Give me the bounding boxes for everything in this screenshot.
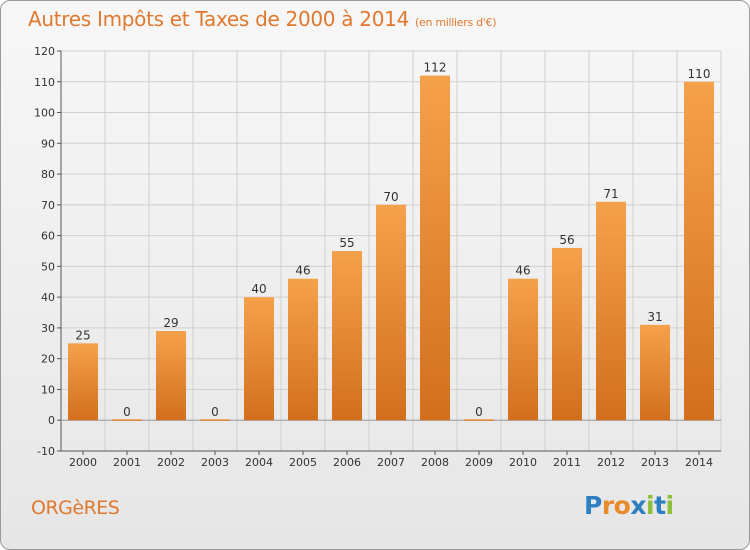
bar-value-label: 25 (75, 328, 90, 342)
bar-value-label: 46 (515, 264, 530, 278)
logo-letter: r (601, 491, 614, 520)
x-tick-label: 2014 (685, 456, 713, 469)
bar (464, 419, 494, 421)
bar-value-label: 0 (211, 405, 219, 419)
logo-letter: t (654, 491, 666, 520)
x-tick-label: 2001 (113, 456, 141, 469)
bar-value-label: 55 (339, 236, 354, 250)
x-tick-label: 2011 (553, 456, 581, 469)
bar (596, 201, 626, 421)
y-tick-label: 100 (34, 107, 55, 120)
chart-title: Autres Impôts et Taxes de 2000 à 2014 (en… (28, 7, 496, 31)
y-tick-label: 90 (41, 137, 55, 150)
bar-value-label: 70 (383, 190, 398, 204)
x-tick-label: 2004 (245, 456, 273, 469)
x-tick-label: 2010 (509, 456, 537, 469)
bar (552, 247, 582, 421)
y-tick-label: 80 (41, 168, 55, 181)
bar (68, 343, 98, 421)
y-tick-label: 30 (41, 322, 55, 335)
y-tick-labels: -10 0 10 20 30 40 50 60 70 80 90 100 110 120 (34, 45, 55, 458)
x-tick-label: 2008 (421, 456, 449, 469)
bar (684, 81, 714, 421)
bar-value-label: 110 (688, 67, 711, 81)
x-tick-label: 2002 (157, 456, 185, 469)
x-tick-label: 2000 (69, 456, 97, 469)
x-tick-labels: 2000 2001 2002 2003 2004 2005 2006 2007 2008 2009… (69, 456, 713, 469)
y-tick-label: 20 (41, 353, 55, 366)
bar (640, 324, 670, 421)
y-tick-label: -10 (37, 445, 55, 458)
bar-value-label: 40 (251, 282, 266, 296)
bar-value-label: 29 (163, 316, 178, 330)
bar-value-label: 112 (424, 61, 447, 75)
proxiti-logo: Proxiti (584, 491, 674, 520)
title-unit: (en milliers d'€) (415, 16, 497, 29)
bars (68, 75, 714, 421)
y-tick-label: 50 (41, 260, 55, 273)
x-tick-label: 2009 (465, 456, 493, 469)
bar (508, 278, 538, 421)
y-tick-label: 60 (41, 230, 55, 243)
bar (332, 251, 362, 421)
x-tick-label: 2006 (333, 456, 361, 469)
bar-value-label: 0 (475, 405, 483, 419)
bar (420, 75, 450, 421)
logo-letter: i (665, 491, 675, 520)
bar-value-label: 56 (559, 233, 574, 247)
bar (112, 419, 142, 421)
data-labels: 25 0 29 0 40 46 55 70 112 0 46 56 71 31 110 (75, 61, 710, 420)
bar-value-label: 46 (295, 264, 310, 278)
y-tick-label: 70 (41, 199, 55, 212)
bar (376, 204, 406, 421)
bar-value-label: 0 (123, 405, 131, 419)
bar (288, 278, 318, 421)
y-tick-label: 110 (34, 76, 55, 89)
y-tick-label: 10 (41, 383, 55, 396)
bar (156, 331, 186, 421)
bar (200, 419, 230, 421)
x-tick-label: 2005 (289, 456, 317, 469)
logo-letter: o (613, 491, 631, 520)
y-tick-label: 0 (48, 414, 55, 427)
commune-name: ORGèRES (31, 497, 120, 519)
x-tick-label: 2013 (641, 456, 669, 469)
title-main: Autres Impôts et Taxes de 2000 à 2014 (28, 7, 409, 31)
logo-letter: i (646, 491, 655, 520)
logo-letter: P (584, 491, 602, 520)
logo-letter: x (630, 491, 646, 520)
x-tick-label: 2003 (201, 456, 229, 469)
y-tick-label: 40 (41, 291, 55, 304)
x-tick-label: 2007 (377, 456, 405, 469)
x-tick-label: 2012 (597, 456, 625, 469)
bar-value-label: 71 (603, 187, 618, 201)
y-tick-label: 120 (34, 45, 55, 58)
bar-value-label: 31 (647, 310, 662, 324)
bar (244, 297, 274, 421)
